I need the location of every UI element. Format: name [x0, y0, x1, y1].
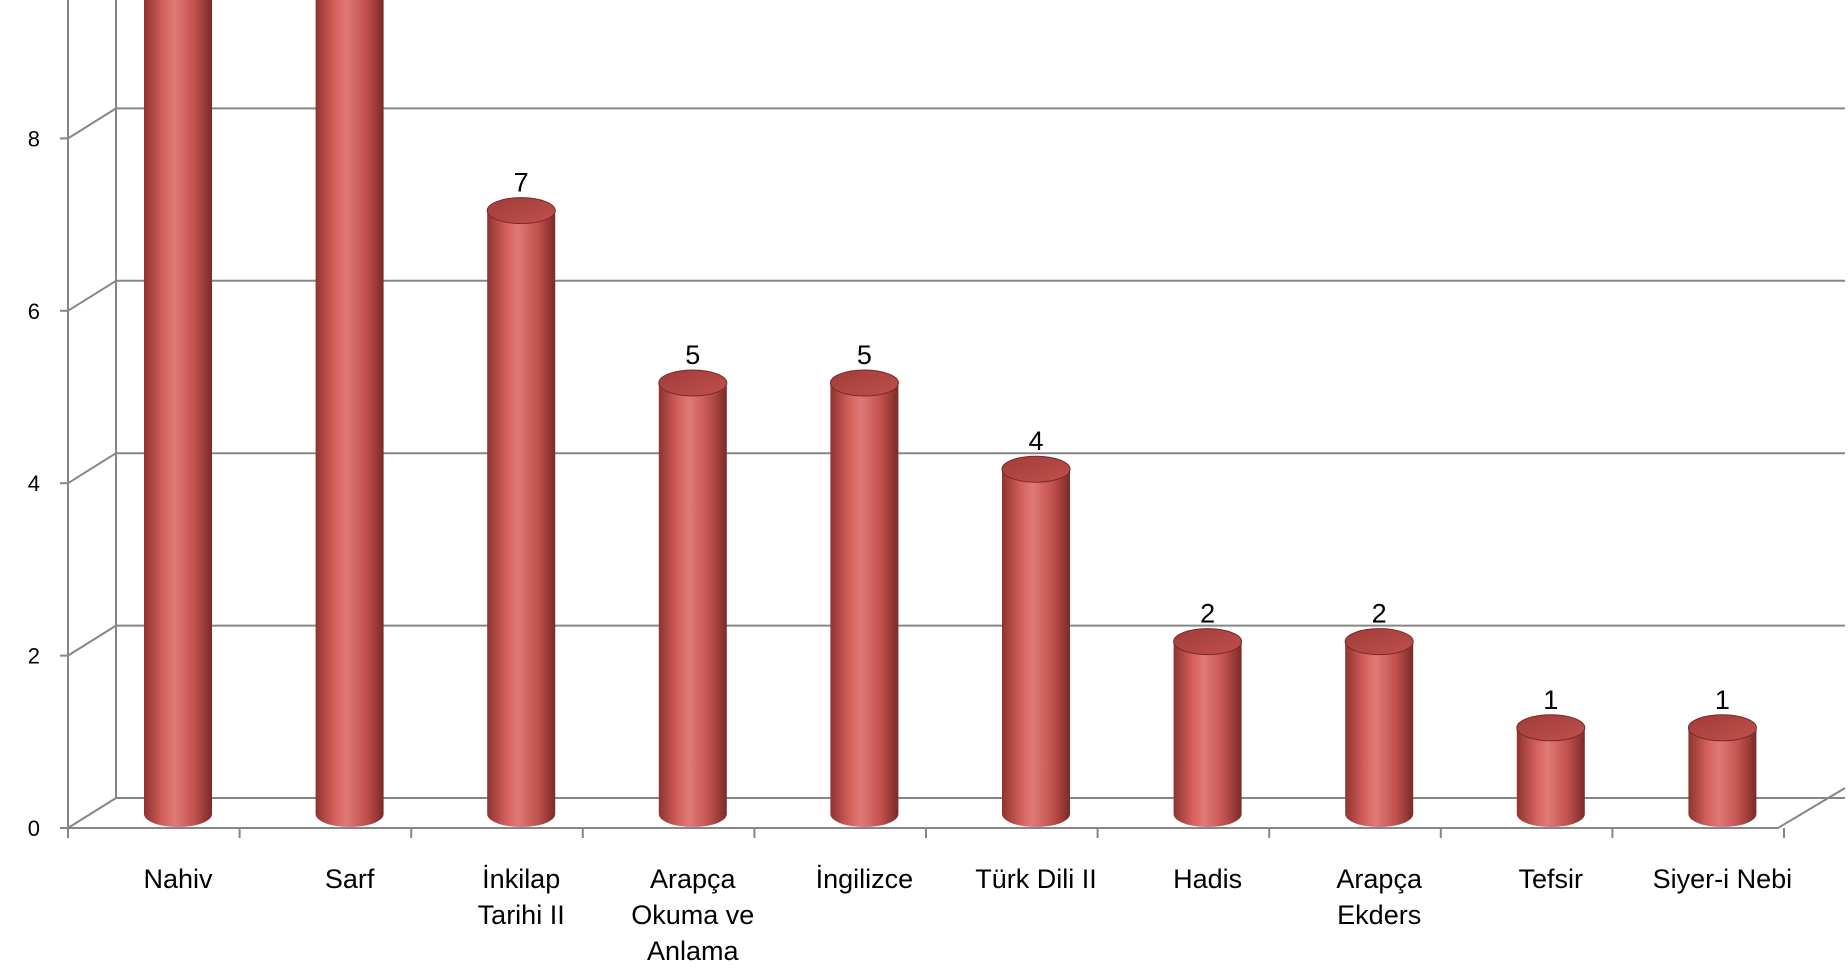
- data-label: 1: [1543, 685, 1558, 715]
- y-tick-label: 6: [28, 299, 40, 324]
- bar: [316, 0, 384, 827]
- y-tick-label: 4: [28, 471, 40, 496]
- bar-top: [1174, 629, 1242, 655]
- gridline-side: [68, 453, 116, 483]
- bar-top: [830, 370, 898, 396]
- bar: [1345, 629, 1413, 827]
- bar-top: [1345, 629, 1413, 655]
- gridline-side: [68, 281, 116, 311]
- data-label: 4: [1028, 426, 1043, 456]
- y-tick-label: 0: [28, 816, 40, 841]
- bar: [487, 198, 555, 827]
- data-label: 5: [685, 340, 700, 370]
- bar: [1688, 715, 1756, 827]
- bar-top: [659, 370, 727, 396]
- bar-body: [487, 211, 555, 827]
- bar-top: [487, 198, 555, 224]
- bar-body: [659, 383, 727, 827]
- x-category-label: Hadis: [1173, 864, 1242, 894]
- x-category-label: İnkilap Tarihi II: [478, 863, 565, 930]
- x-category-label: Arapça Ekders: [1336, 864, 1423, 930]
- bar: [1517, 715, 1585, 827]
- bar: [1002, 456, 1070, 827]
- floor-right-edge: [1778, 788, 1845, 828]
- bar: [830, 370, 898, 827]
- bar-body: [1174, 642, 1242, 827]
- gridline-side: [68, 798, 116, 828]
- x-category-label: Arapça Okuma ve Anlama: [631, 864, 754, 966]
- data-label: 2: [1372, 599, 1387, 629]
- x-category-label: İngilizce: [816, 863, 914, 894]
- gridline-side: [68, 108, 116, 138]
- bar-body: [316, 0, 384, 827]
- bar: [1174, 629, 1242, 827]
- data-label: 5: [857, 340, 872, 370]
- x-category-label: Tefsir: [1519, 864, 1584, 894]
- bars-layer: [144, 0, 1756, 827]
- x-category-label: Nahiv: [143, 864, 213, 894]
- bar-body: [830, 383, 898, 827]
- data-label: 2: [1200, 599, 1215, 629]
- y-tick-label: 8: [28, 126, 40, 151]
- bar: [659, 370, 727, 827]
- bar-top: [1517, 715, 1585, 741]
- x-category-label: Siyer-i Nebi: [1653, 864, 1793, 894]
- bar-body: [1002, 469, 1070, 827]
- bar-body: [144, 0, 212, 827]
- bar-body: [1345, 642, 1413, 827]
- bar-body: [1688, 728, 1756, 827]
- data-label: 1: [1715, 685, 1730, 715]
- bar-top: [1002, 456, 1070, 482]
- data-label: 7: [514, 168, 529, 198]
- bar-body: [1517, 728, 1585, 827]
- bar: [144, 0, 212, 827]
- bar-top: [1688, 715, 1756, 741]
- gridline-side: [68, 626, 116, 656]
- x-category-label: Türk Dili II: [975, 864, 1097, 894]
- x-category-label: Sarf: [325, 864, 375, 894]
- y-tick-label: 2: [28, 644, 40, 669]
